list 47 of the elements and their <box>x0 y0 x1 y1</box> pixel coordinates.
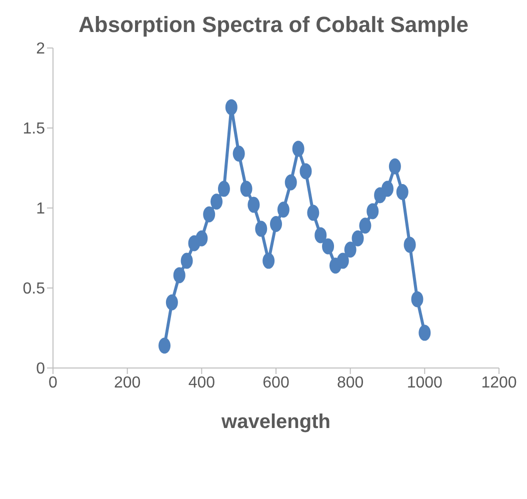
x-tick-label: 1200 <box>481 374 517 392</box>
point <box>255 220 268 237</box>
point <box>292 140 304 157</box>
x-tick-label: 800 <box>336 374 364 392</box>
point <box>225 99 238 116</box>
y-tick-label: 1 <box>36 200 46 218</box>
point <box>411 291 424 308</box>
point <box>180 252 193 269</box>
point <box>366 203 379 220</box>
point <box>196 230 208 246</box>
point <box>404 236 416 253</box>
point <box>284 174 297 190</box>
point <box>344 242 356 258</box>
point <box>240 180 252 197</box>
point <box>418 324 431 341</box>
x-tick-label: 0 <box>48 374 58 392</box>
x-tick-label: 400 <box>188 374 216 392</box>
point <box>336 252 349 269</box>
point <box>359 218 372 234</box>
point <box>388 158 401 174</box>
point <box>352 230 364 246</box>
y-tick-label: 0 <box>36 360 46 378</box>
point <box>307 204 320 221</box>
point <box>277 202 290 218</box>
point <box>248 196 260 213</box>
point <box>203 206 216 222</box>
point <box>173 267 186 284</box>
point <box>262 252 275 269</box>
point <box>232 146 245 162</box>
point <box>166 294 178 310</box>
point <box>270 216 282 232</box>
point <box>322 238 334 254</box>
point <box>300 163 312 180</box>
point <box>396 184 408 200</box>
point <box>218 180 230 197</box>
x-tick-label: 200 <box>114 374 141 392</box>
point <box>158 338 170 354</box>
x-axis-title: wavelength <box>220 411 330 433</box>
y-tick-label: 2 <box>36 40 46 58</box>
x-tick-label: 1000 <box>406 374 443 392</box>
point <box>314 227 327 244</box>
y-tick-label: 0.5 <box>22 280 46 298</box>
x-tick-label: 600 <box>262 374 290 392</box>
point <box>210 194 223 210</box>
point <box>382 180 394 197</box>
chart-title: Absorption Spectra of Cobalt Sample <box>78 11 470 38</box>
y-tick-label: 1.5 <box>22 120 46 138</box>
